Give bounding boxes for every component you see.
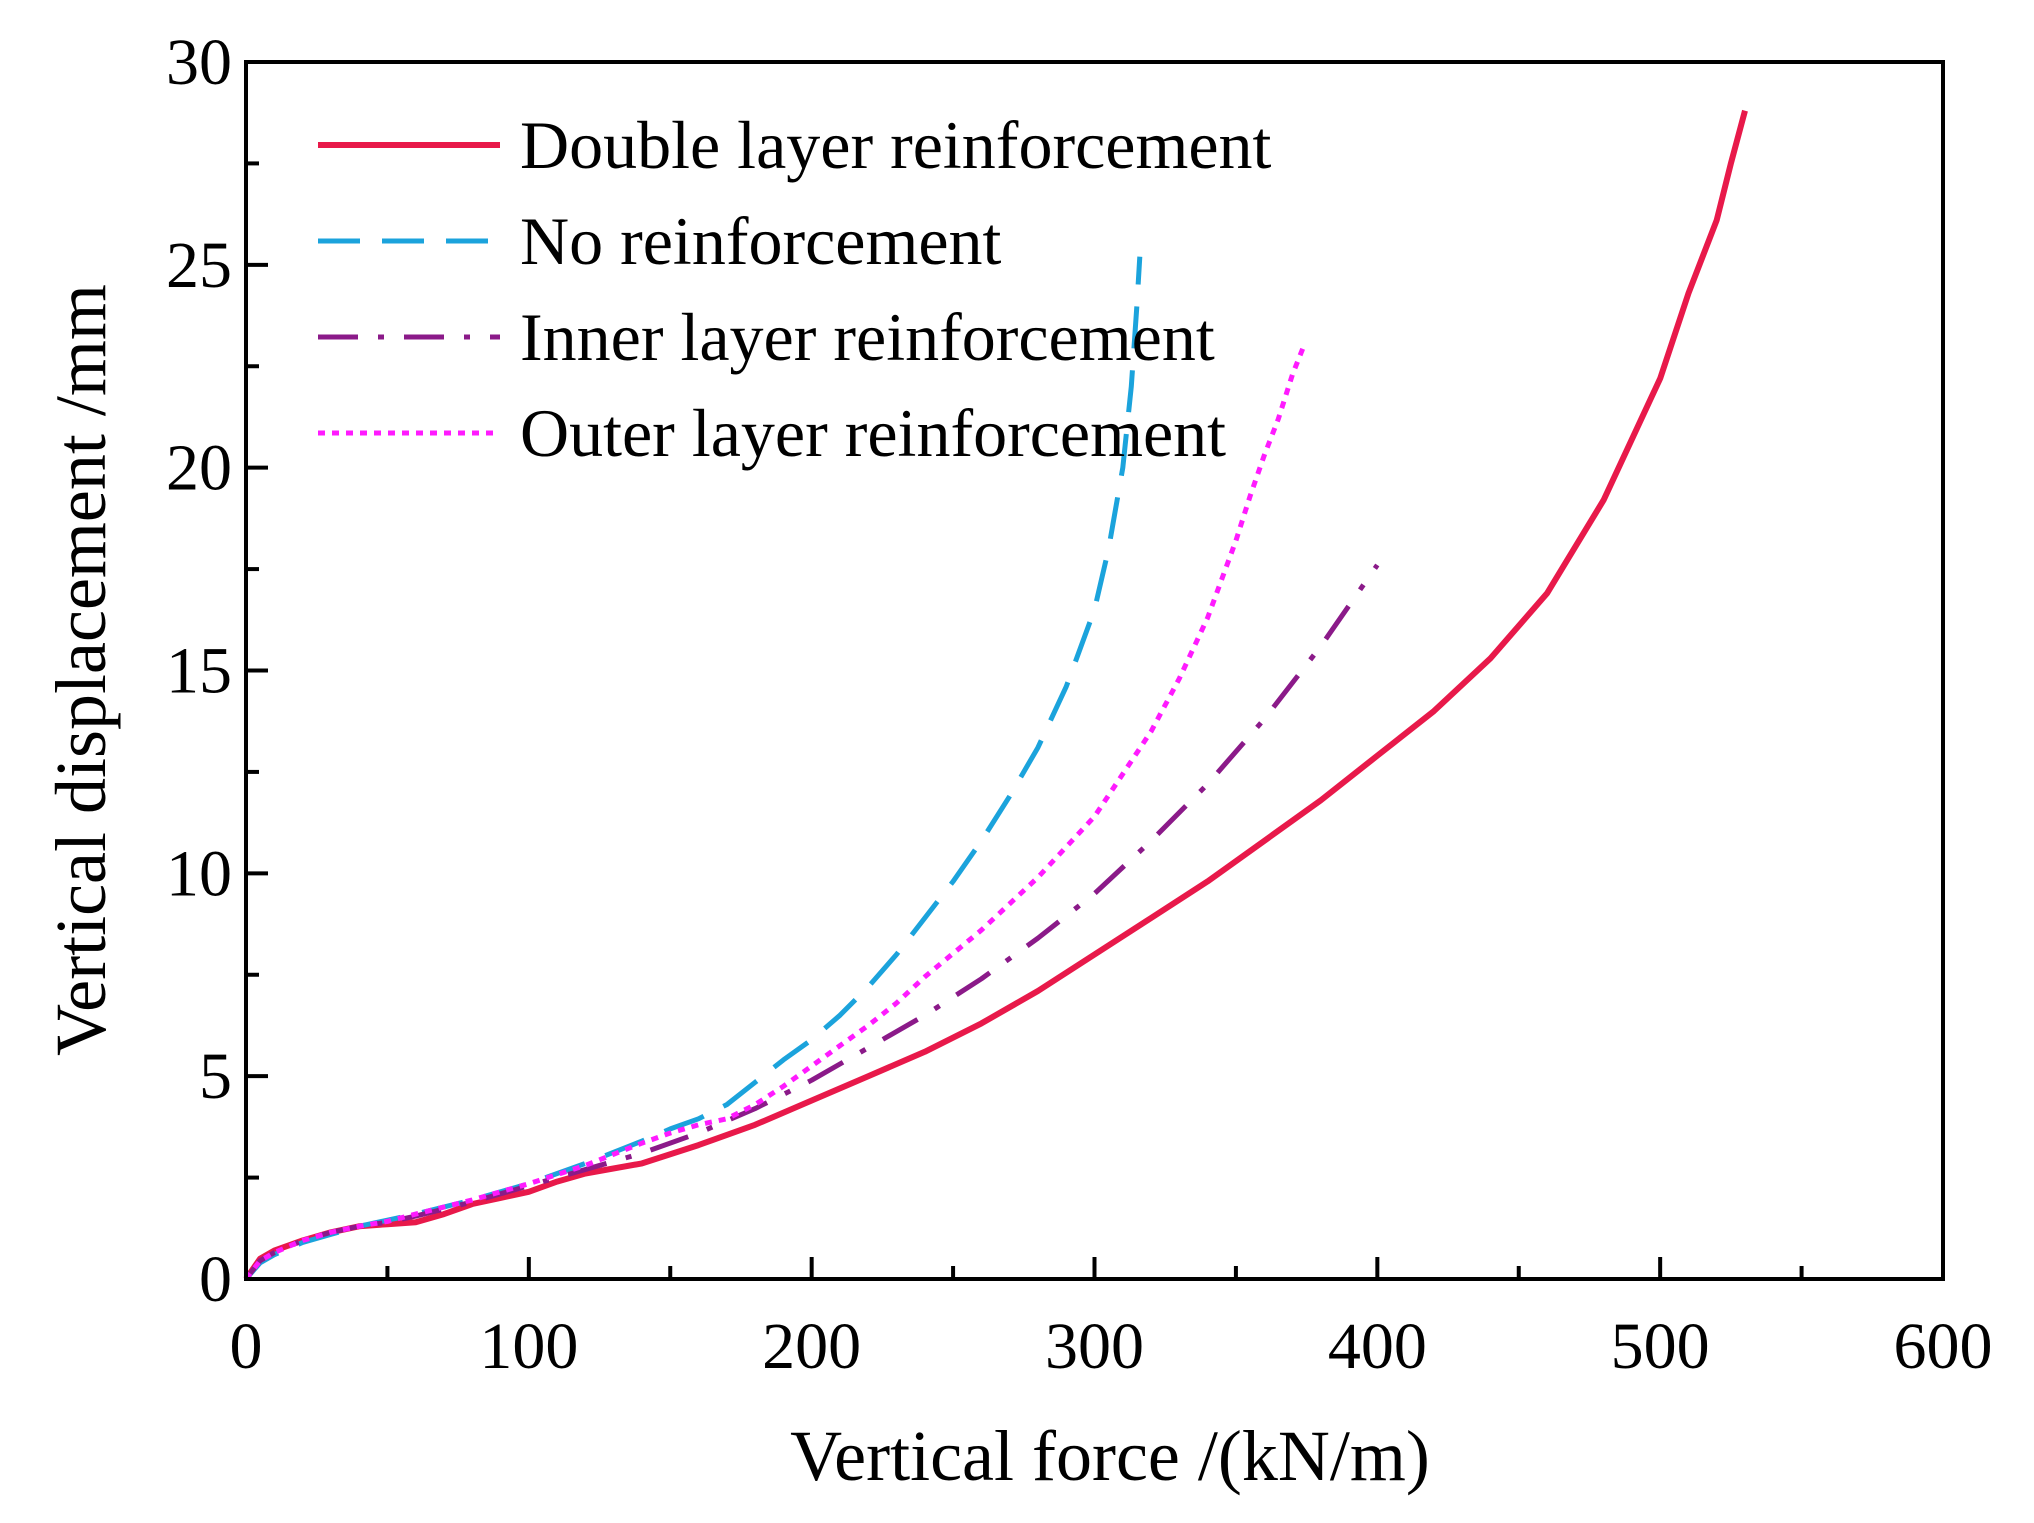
- legend-label: Double layer reinforcement: [520, 107, 1272, 183]
- y-tick-label: 30: [166, 26, 232, 99]
- y-tick-label: 10: [166, 837, 232, 910]
- x-axis-title: Vertical force /(kN/m): [790, 1416, 1430, 1496]
- x-axis-tick-labels: 0 100 200 300 400 500 600: [230, 1310, 1993, 1383]
- legend-label: Outer layer reinforcement: [520, 395, 1226, 471]
- series-line-3: [244, 345, 1307, 1281]
- y-tick-label: 20: [166, 432, 232, 505]
- series-line-0: [243, 109, 1748, 1281]
- legend-label: No reinforcement: [520, 203, 1002, 279]
- y-tick-label: 25: [166, 229, 232, 302]
- x-tick-label: 300: [1045, 1310, 1144, 1383]
- y-tick-label: 5: [199, 1040, 232, 1113]
- series-line-1: [244, 256, 1143, 1281]
- x-tick-label: 100: [479, 1310, 578, 1383]
- x-tick-label: 400: [1328, 1310, 1427, 1383]
- axis-ticks: [246, 161, 1804, 1279]
- plot-lines: [243, 109, 1748, 1281]
- series-line-2: [244, 563, 1380, 1281]
- y-tick-label: 15: [166, 635, 232, 708]
- legend-label: Inner layer reinforcement: [520, 299, 1215, 375]
- y-axis-tick-labels: 0 5 10 15 20 25 30: [166, 26, 232, 1316]
- plot-frame: [244, 60, 1945, 1281]
- legend: Double layer reinforcement No reinforceme…: [318, 107, 1272, 471]
- x-tick-label: 0: [230, 1310, 263, 1383]
- y-tick-label: 0: [199, 1243, 232, 1316]
- x-tick-label: 500: [1611, 1310, 1710, 1383]
- x-tick-label: 600: [1894, 1310, 1993, 1383]
- x-tick-label: 200: [762, 1310, 861, 1383]
- y-axis-title: Vertical displacement /mm: [41, 284, 121, 1056]
